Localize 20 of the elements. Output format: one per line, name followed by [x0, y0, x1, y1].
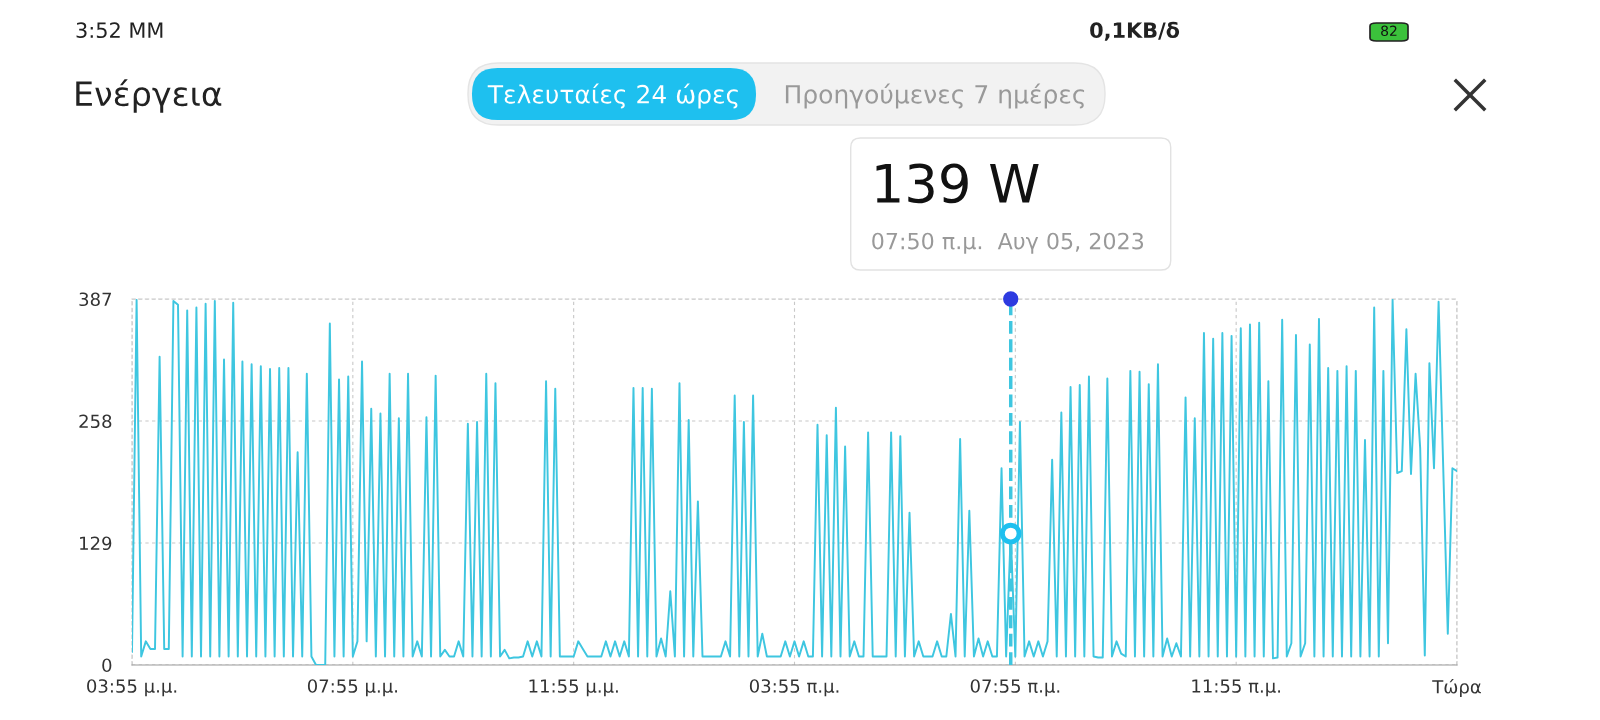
x-tick-label: Τώρα — [1432, 678, 1481, 698]
chart-title: Ενέργεια — [76, 79, 222, 113]
text: 3:52 ΜΜ — [76, 22, 163, 39]
x-tick-label: 11:55 μ.μ. — [529, 679, 618, 697]
x-tick-label: 07:55 π.μ. — [970, 679, 1060, 697]
x-tick-label: 03:55 μ.μ. — [87, 679, 177, 697]
y-tick-label: 129 — [80, 536, 112, 551]
text: Προηγούμενες 7 ημέρες — [785, 83, 1085, 109]
y-tick-label: 258 — [79, 414, 112, 429]
text: Τελευταίες 24 ώρες — [487, 83, 738, 109]
text: 139 W — [876, 163, 1039, 204]
y-tick-label: 0 — [102, 658, 112, 673]
y-tick-label: 387 — [79, 292, 112, 307]
text: 07:50 π.μ. Αυγ 05, 2023 — [872, 232, 1144, 254]
x-tick-label: 07:55 μ.μ. — [307, 679, 397, 697]
line-series — [132, 299, 1457, 665]
text: 0,1KB/δ — [1090, 21, 1180, 41]
x-tick-label: 03:55 π.μ. — [749, 679, 839, 697]
text: 82 — [1381, 25, 1397, 37]
x-tick-label: 11:55 π.μ. — [1192, 679, 1281, 697]
